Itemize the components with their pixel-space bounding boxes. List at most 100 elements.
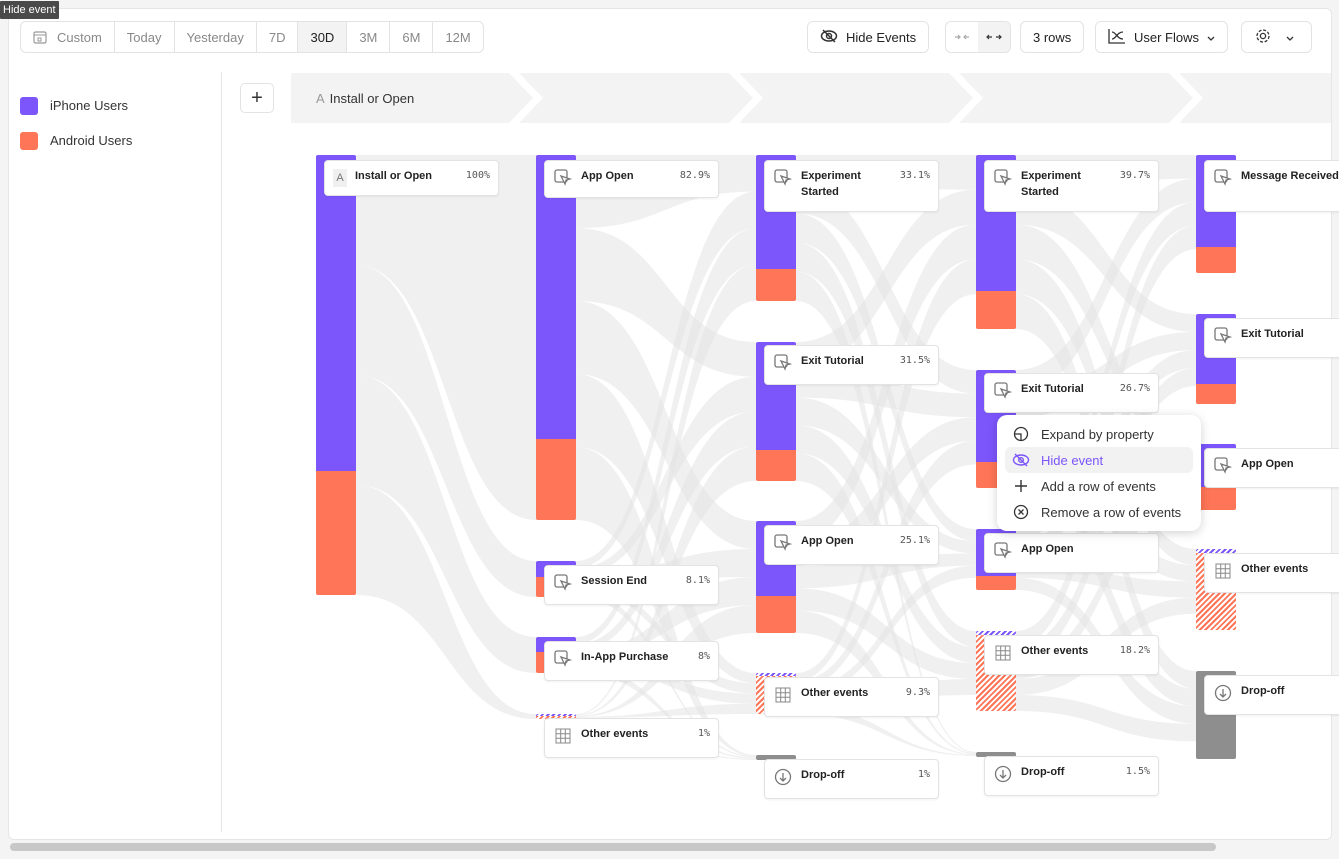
- flow-link[interactable]: [1016, 178, 1196, 394]
- flow-link[interactable]: [796, 189, 976, 370]
- android-segment: [1196, 487, 1236, 510]
- flow-link[interactable]: [576, 411, 756, 652]
- flow-link[interactable]: [1016, 695, 1196, 742]
- flow-link[interactable]: [576, 582, 756, 694]
- flow-link[interactable]: [796, 705, 976, 756]
- date-range-12m[interactable]: 12M: [433, 22, 482, 52]
- flow-link[interactable]: [796, 271, 976, 753]
- flow-node-label[interactable]: Drop-off 1.5%: [984, 756, 1159, 796]
- flow-node-label[interactable]: A Install or Open 100%: [324, 160, 499, 196]
- flow-link[interactable]: [796, 440, 976, 690]
- node-name: Exit Tutorial: [1021, 383, 1084, 395]
- context-menu: Expand by property Hide event Add a row of…: [997, 415, 1201, 531]
- legend-swatch: [20, 96, 38, 115]
- flow-link[interactable]: [356, 375, 536, 673]
- flow-link[interactable]: [576, 376, 756, 576]
- flow-link[interactable]: [356, 485, 536, 719]
- flow-node-label[interactable]: App Open: [1204, 448, 1339, 488]
- flow-link[interactable]: [356, 155, 536, 520]
- menu-item-label: Expand by property: [1041, 426, 1154, 442]
- flow-node-label[interactable]: In-App Purchase 8%: [544, 641, 719, 681]
- menu-item-remove-a-row-of-events[interactable]: Remove a row of events: [1005, 499, 1193, 525]
- step-header-bar: [291, 73, 1331, 123]
- menu-item-hide-event[interactable]: Hide event: [1005, 447, 1193, 473]
- date-range-label: Custom: [57, 29, 102, 45]
- rows-button[interactable]: 3 rows: [1020, 21, 1085, 53]
- iphone-segment: [316, 155, 356, 471]
- step-letter-icon: A: [333, 169, 347, 187]
- chevron-down-icon: [1286, 30, 1294, 45]
- flow-link[interactable]: [796, 453, 976, 754]
- legend-item-iphone[interactable]: iPhone Users: [20, 88, 132, 123]
- date-range-6m[interactable]: 6M: [390, 22, 434, 52]
- drop-off-icon: [1213, 683, 1233, 703]
- menu-item-add-a-row-of-events[interactable]: Add a row of events: [1005, 473, 1193, 499]
- flow-node-bar[interactable]: [316, 155, 356, 595]
- node-name: Other events: [1021, 645, 1089, 657]
- flow-node-label[interactable]: Exit Tutorial: [1204, 318, 1339, 358]
- date-range-label: 30D: [310, 29, 335, 45]
- menu-item-expand-by-property[interactable]: Expand by property: [1005, 421, 1193, 447]
- node-name: Message Received: [1241, 170, 1339, 182]
- node-percent: 1.5%: [1125, 766, 1150, 777]
- flow-node-label[interactable]: Exit Tutorial 26.7%: [984, 373, 1159, 413]
- add-step-button[interactable]: +: [240, 83, 274, 113]
- node-name: Session End: [581, 575, 648, 587]
- date-range-3m[interactable]: 3M: [347, 22, 391, 52]
- flow-link[interactable]: [576, 703, 756, 718]
- flow-link[interactable]: [796, 417, 976, 566]
- flow-node-label[interactable]: Drop-off: [1204, 675, 1339, 715]
- flow-node-bar[interactable]: [536, 155, 576, 520]
- hide-events-button[interactable]: Hide Events: [807, 21, 930, 53]
- flow-node-label[interactable]: App Open 82.9%: [544, 160, 719, 198]
- date-range-7d[interactable]: 7D: [257, 22, 299, 52]
- flow-node-label[interactable]: Experiment Started 33.1%: [764, 160, 939, 212]
- flow-node-bar[interactable]: [976, 752, 1016, 757]
- flow-link[interactable]: [796, 565, 976, 698]
- view-selector[interactable]: User Flows: [1095, 21, 1229, 53]
- flow-node-label[interactable]: Other events: [1204, 553, 1339, 593]
- flow-node-label[interactable]: Experiment Started 39.7%: [984, 160, 1159, 212]
- flow-link[interactable]: [576, 301, 756, 549]
- flow-link[interactable]: [1016, 189, 1196, 332]
- node-percent: 9.3%: [905, 687, 930, 698]
- flow-node-label[interactable]: Message Received: [1204, 160, 1339, 212]
- date-range-custom[interactable]: Custom: [21, 22, 115, 52]
- legend-item-android[interactable]: Android Users: [20, 123, 132, 158]
- flow-node-bar[interactable]: [536, 714, 576, 719]
- node-percent: 31.5%: [899, 355, 930, 366]
- flow-link[interactable]: [576, 228, 756, 645]
- flow-link[interactable]: [796, 259, 976, 682]
- date-range-30d[interactable]: 30D: [298, 22, 348, 52]
- collapse-arrows-icon[interactable]: [946, 22, 978, 52]
- date-range-yesterday[interactable]: Yesterday: [175, 22, 257, 52]
- step-label[interactable]: A Install or Open: [316, 91, 419, 106]
- flow-link[interactable]: [576, 191, 756, 569]
- flow-node-label[interactable]: Other events 9.3%: [764, 677, 939, 717]
- flow-link[interactable]: [356, 265, 536, 597]
- flow-link[interactable]: [1016, 483, 1196, 679]
- flow-node-label[interactable]: App Open 25.1%: [764, 525, 939, 565]
- other-events-grid-icon: [553, 726, 573, 746]
- android-segment: [756, 269, 796, 301]
- date-range-today[interactable]: Today: [115, 22, 175, 52]
- flow-link[interactable]: [1016, 224, 1196, 458]
- android-segment: [756, 596, 796, 633]
- flow-node-label[interactable]: Session End 8.1%: [544, 565, 719, 605]
- horizontal-scrollbar[interactable]: [10, 843, 1216, 851]
- flow-link[interactable]: [576, 264, 756, 716]
- node-name: Drop-off: [801, 769, 845, 781]
- flow-node-label[interactable]: App Open: [984, 533, 1159, 573]
- tooltip: Hide event: [0, 1, 59, 19]
- flow-node-label[interactable]: Other events 18.2%: [984, 635, 1159, 675]
- flow-node-bar[interactable]: [756, 755, 796, 760]
- flow-link[interactable]: [1016, 202, 1196, 542]
- settings-button[interactable]: [1241, 21, 1312, 53]
- expand-arrows-icon[interactable]: [978, 22, 1010, 52]
- flow-link[interactable]: [576, 658, 756, 704]
- flow-node-label[interactable]: Drop-off 1%: [764, 759, 939, 799]
- node-percent: 18.2%: [1119, 645, 1150, 656]
- flow-node-label[interactable]: Other events 1%: [544, 718, 719, 758]
- flow-link[interactable]: [796, 242, 976, 647]
- flow-node-label[interactable]: Exit Tutorial 31.5%: [764, 345, 939, 385]
